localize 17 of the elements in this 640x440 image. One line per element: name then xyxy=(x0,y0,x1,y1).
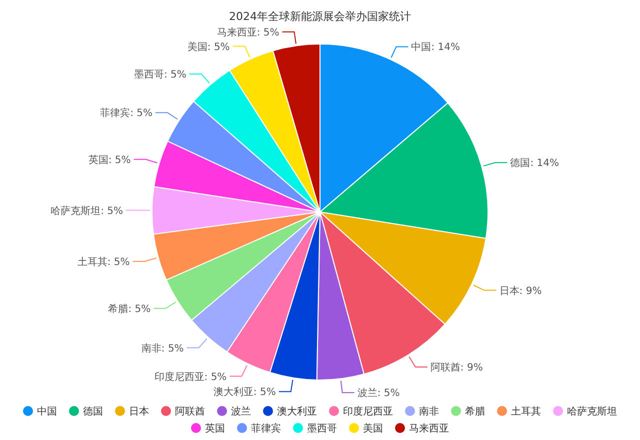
legend-label: 马来西亚 xyxy=(409,422,449,434)
legend-label: 菲律宾 xyxy=(251,422,281,434)
legend-label: 墨西哥 xyxy=(307,424,337,434)
legend-label: 阿联酋 xyxy=(175,406,205,418)
legend-label: 德国 xyxy=(83,406,103,418)
legend-label: 英国 xyxy=(205,422,225,434)
legend-label: 澳大利亚 xyxy=(277,406,317,418)
legend-label: 希腊 xyxy=(465,406,485,418)
legend-label: 波兰 xyxy=(231,406,251,418)
legend-label: 印度尼西亚 xyxy=(343,406,393,418)
legend-label: 土耳其 xyxy=(511,406,541,418)
legend-label: 南非 xyxy=(419,406,439,418)
title: 2024年全球新能源展会举办国家统计 xyxy=(229,10,411,23)
legend-label: 美国 xyxy=(363,422,383,434)
legend-label: 中国 xyxy=(37,406,57,418)
legend-label: 哈萨克斯坦 xyxy=(567,406,617,418)
legend-label: 日本 xyxy=(129,406,149,418)
